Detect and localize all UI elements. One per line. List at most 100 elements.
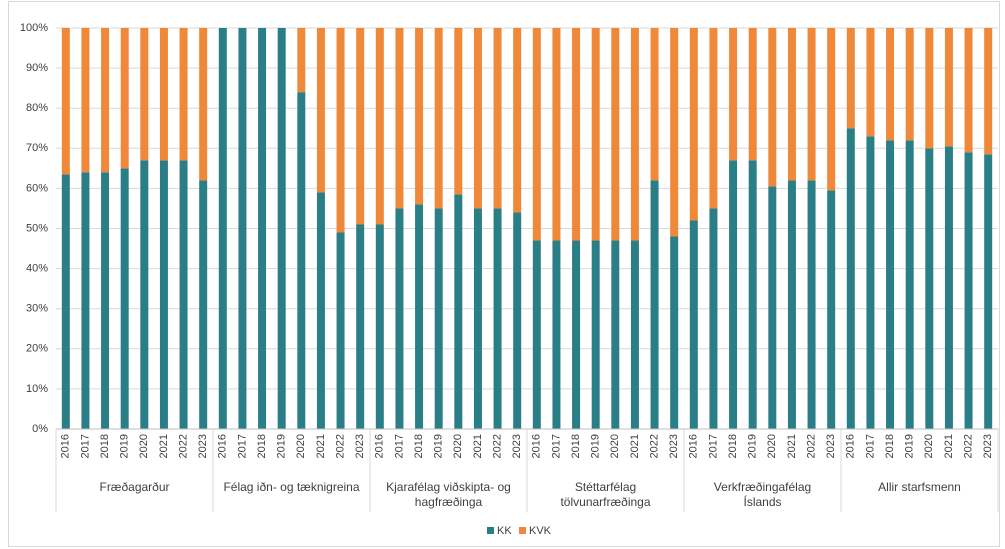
legend-swatch	[487, 527, 494, 534]
y-tick-label: 60%	[26, 182, 48, 194]
bar-segment	[846, 128, 855, 429]
bar-segment	[336, 232, 345, 429]
bar-segment	[199, 28, 208, 181]
bar-segment	[454, 194, 463, 429]
bar-segment	[984, 28, 993, 155]
bar-segment	[670, 28, 679, 237]
bar-segment	[375, 28, 384, 225]
x-tick-label: 2021	[158, 434, 170, 458]
bar-segment	[297, 92, 306, 429]
bar-segment	[120, 168, 129, 429]
bar-segment	[748, 28, 757, 161]
x-tick-label: 2019	[276, 434, 288, 458]
bar-segment	[866, 136, 875, 429]
x-tick-label: 2022	[962, 434, 974, 458]
x-tick-label: 2022	[648, 434, 660, 458]
bar-segment	[807, 180, 816, 429]
bar-segment	[591, 240, 600, 429]
bar-segment	[925, 148, 934, 430]
bar-segment	[709, 208, 718, 429]
x-tick-label: 2018	[256, 434, 268, 458]
x-tick-label: 2022	[177, 434, 189, 458]
group-label: Allir starfsmenn	[878, 480, 961, 494]
bar-segment	[140, 28, 149, 161]
bar-segment	[277, 28, 286, 429]
bar-segment	[473, 208, 482, 429]
bar-segment	[591, 28, 600, 241]
x-tick-label: 2020	[452, 434, 464, 458]
y-tick-label: 50%	[26, 222, 48, 234]
group-label: Stéttarfélag tölvunarfræðinga	[560, 480, 651, 509]
y-tick-label: 40%	[26, 263, 48, 275]
y-tick-label: 0%	[32, 423, 48, 435]
group-label: Verkfræðingafélag Íslands	[713, 480, 812, 509]
x-tick-label: 2016	[688, 434, 700, 458]
x-tick-label: 2016	[217, 434, 229, 458]
x-tick-label: 2021	[786, 434, 798, 458]
y-tick-label: 30%	[26, 303, 48, 315]
bar-segment	[572, 240, 581, 429]
x-tick-label: 2017	[864, 434, 876, 458]
group-label: Félag iðn- og tæknigreina	[223, 480, 360, 494]
bar-segment	[964, 152, 973, 429]
bar-segment	[336, 28, 345, 233]
x-tick-label: 2018	[884, 434, 896, 458]
bar-segment	[179, 160, 188, 429]
bar-segment	[454, 28, 463, 195]
bar-segment	[572, 28, 581, 241]
bar-segment	[650, 28, 659, 181]
bar-segment	[768, 186, 777, 429]
x-tick-label: 2020	[609, 434, 621, 458]
x-tick-label: 2016	[845, 434, 857, 458]
bar-segment	[218, 28, 227, 429]
bar-segment	[101, 28, 110, 173]
bar-segment	[729, 160, 738, 429]
bar-segment	[395, 208, 404, 429]
x-tick-label: 2020	[138, 434, 150, 458]
bar-segment	[493, 208, 502, 429]
bar-segment	[905, 140, 914, 429]
x-tick-label: 2016	[531, 434, 543, 458]
bar-segment	[611, 28, 620, 241]
x-tick-label: 2022	[334, 434, 346, 458]
x-tick-label: 2023	[982, 434, 994, 458]
bar-segment	[159, 160, 168, 429]
bar-segment	[709, 28, 718, 209]
bar-segment	[140, 160, 149, 429]
bar-segment	[807, 28, 816, 181]
bar-segment	[356, 224, 365, 429]
x-tick-label: 2018	[570, 434, 582, 458]
x-tick-label: 2017	[393, 434, 405, 458]
x-tick-label: 2021	[315, 434, 327, 458]
bar-segment	[552, 28, 561, 241]
bar-segment	[748, 160, 757, 429]
bar-segment	[493, 28, 502, 209]
bar-segment	[159, 28, 168, 161]
x-tick-label: 2021	[472, 434, 484, 458]
bar-segment	[611, 240, 620, 429]
bar-segment	[768, 28, 777, 187]
y-tick-label: 20%	[26, 343, 48, 355]
x-tick-label: 2019	[433, 434, 445, 458]
legend-label: KK	[497, 525, 512, 537]
x-tick-label: 2016	[374, 434, 386, 458]
y-tick-label: 100%	[20, 22, 48, 34]
bar-segment	[513, 28, 522, 213]
bar-segment	[827, 28, 836, 191]
bar-segment	[316, 192, 325, 429]
x-tick-label: 2019	[904, 434, 916, 458]
x-tick-label: 2019	[747, 434, 759, 458]
bar-segment	[532, 28, 541, 241]
bar-segment	[356, 28, 365, 225]
y-tick-label: 90%	[26, 62, 48, 74]
bar-segment	[905, 28, 914, 141]
legend-label: KVK	[529, 525, 552, 537]
x-tick-label: 2016	[60, 434, 72, 458]
bar-segment	[630, 240, 639, 429]
bar-segment	[415, 204, 424, 429]
x-tick-label: 2022	[805, 434, 817, 458]
bar-segment	[866, 28, 875, 137]
bar-segment	[964, 28, 973, 153]
x-tick-label: 2023	[668, 434, 680, 458]
